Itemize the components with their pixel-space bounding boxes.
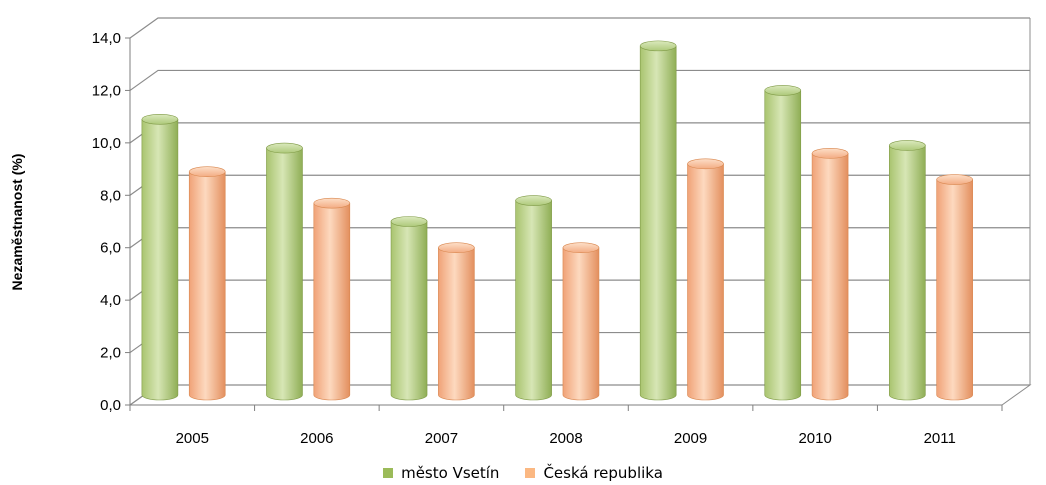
bar-cap-s1-0 bbox=[188, 166, 226, 177]
bar-body-s1-4 bbox=[687, 163, 724, 401]
x-tick-label-3: 2008 bbox=[549, 430, 582, 447]
bar-body-s0-4 bbox=[639, 45, 677, 401]
axes bbox=[125, 37, 1003, 411]
y-tick-label-3: 6,0 bbox=[100, 240, 121, 257]
gridline-6 bbox=[129, 69, 1030, 91]
y-tick-label-0: 0,0 bbox=[100, 397, 121, 414]
bar-body-s1-1 bbox=[313, 202, 351, 401]
y-tick-label-4: 8,0 bbox=[100, 187, 121, 204]
y-tick-label-2: 4,0 bbox=[100, 292, 121, 309]
bar-cap-s1-5 bbox=[811, 148, 849, 159]
bar-cap-s1-3 bbox=[562, 242, 600, 254]
bar-body-s1-6 bbox=[936, 179, 973, 401]
bar-s1-2 bbox=[438, 242, 475, 401]
bar-cap-s0-6 bbox=[889, 140, 926, 151]
legend-swatch-series-0 bbox=[383, 468, 394, 478]
x-tick-label-1: 2006 bbox=[300, 430, 333, 447]
bar-s1-4 bbox=[687, 158, 724, 401]
x-tick-label-2: 2007 bbox=[425, 430, 458, 447]
bar-body-s0-2 bbox=[390, 221, 428, 401]
bar-cap-s0-4 bbox=[639, 40, 677, 52]
bar-body-s1-2 bbox=[438, 247, 475, 401]
x-tick-label-6: 2011 bbox=[924, 430, 956, 447]
bar-cap-s0-0 bbox=[141, 113, 179, 125]
bar-s1-5 bbox=[811, 148, 849, 401]
bar-body-s0-5 bbox=[764, 90, 802, 401]
bar-cap-s1-1 bbox=[313, 197, 351, 209]
y-tick-label-1: 2,0 bbox=[100, 345, 121, 362]
bar-body-s0-3 bbox=[515, 200, 552, 401]
bar-s1-3 bbox=[562, 242, 600, 401]
legend-item-series-0: město Vsetín bbox=[383, 464, 499, 482]
y-tick-label-6: 12,0 bbox=[92, 82, 121, 99]
y-tick-label-5: 10,0 bbox=[92, 135, 121, 152]
bar-s0-0 bbox=[141, 113, 179, 401]
legend-label-series-0: město Vsetín bbox=[401, 464, 500, 482]
bar-cap-s0-5 bbox=[764, 85, 802, 96]
bar-s0-1 bbox=[266, 142, 303, 401]
bar-cap-s1-6 bbox=[936, 174, 973, 185]
y-tick-label-7: 14,0 bbox=[92, 30, 121, 47]
bar-body-s1-0 bbox=[188, 171, 226, 401]
bar-s0-5 bbox=[764, 85, 802, 401]
x-tick-label-4: 2009 bbox=[674, 430, 707, 447]
x-tick-label-5: 2010 bbox=[798, 430, 831, 447]
bar-body-s0-6 bbox=[889, 145, 926, 401]
bar-body-s0-1 bbox=[266, 147, 303, 401]
bar-body-s0-0 bbox=[141, 118, 179, 401]
axis-labels: 0,0 2,0 4,0 6,0 8,0 10,0 12,0 14,0 2005 2006 2007 2… bbox=[92, 30, 956, 447]
bar-s1-1 bbox=[313, 197, 351, 401]
legend-label-series-1: Česká republika bbox=[543, 464, 663, 482]
x-tick-label-0: 2005 bbox=[176, 430, 209, 447]
bar-cap-s1-2 bbox=[438, 242, 475, 254]
bar-s0-4 bbox=[639, 40, 677, 401]
bars bbox=[141, 40, 973, 401]
bar-body-s1-3 bbox=[562, 247, 600, 401]
gridline-7 bbox=[129, 17, 1030, 39]
bar-body-s1-5 bbox=[811, 153, 849, 401]
chart: 0,0 2,0 4,0 6,0 8,0 10,0 12,0 14,0 2005 2006 2007 2… bbox=[9, 17, 1032, 447]
bar-cap-s0-2 bbox=[390, 216, 428, 227]
legend: město Vsetín Česká republika bbox=[0, 462, 1046, 484]
legend-item-series-1: Česká republika bbox=[525, 464, 663, 482]
bar-cap-s1-4 bbox=[687, 158, 724, 170]
bar-s1-0 bbox=[188, 166, 226, 401]
bar-s0-2 bbox=[390, 216, 428, 401]
y-axis-title: Nezaměstnanost (%) bbox=[9, 154, 25, 291]
bar-cap-s0-3 bbox=[515, 195, 552, 206]
legend-swatch-series-1 bbox=[525, 468, 536, 478]
gridline-5 bbox=[129, 122, 1030, 144]
bar-s0-3 bbox=[515, 195, 552, 401]
bar-s0-6 bbox=[889, 140, 926, 401]
bar-s1-6 bbox=[936, 174, 973, 401]
bar-cap-s0-1 bbox=[266, 142, 303, 154]
